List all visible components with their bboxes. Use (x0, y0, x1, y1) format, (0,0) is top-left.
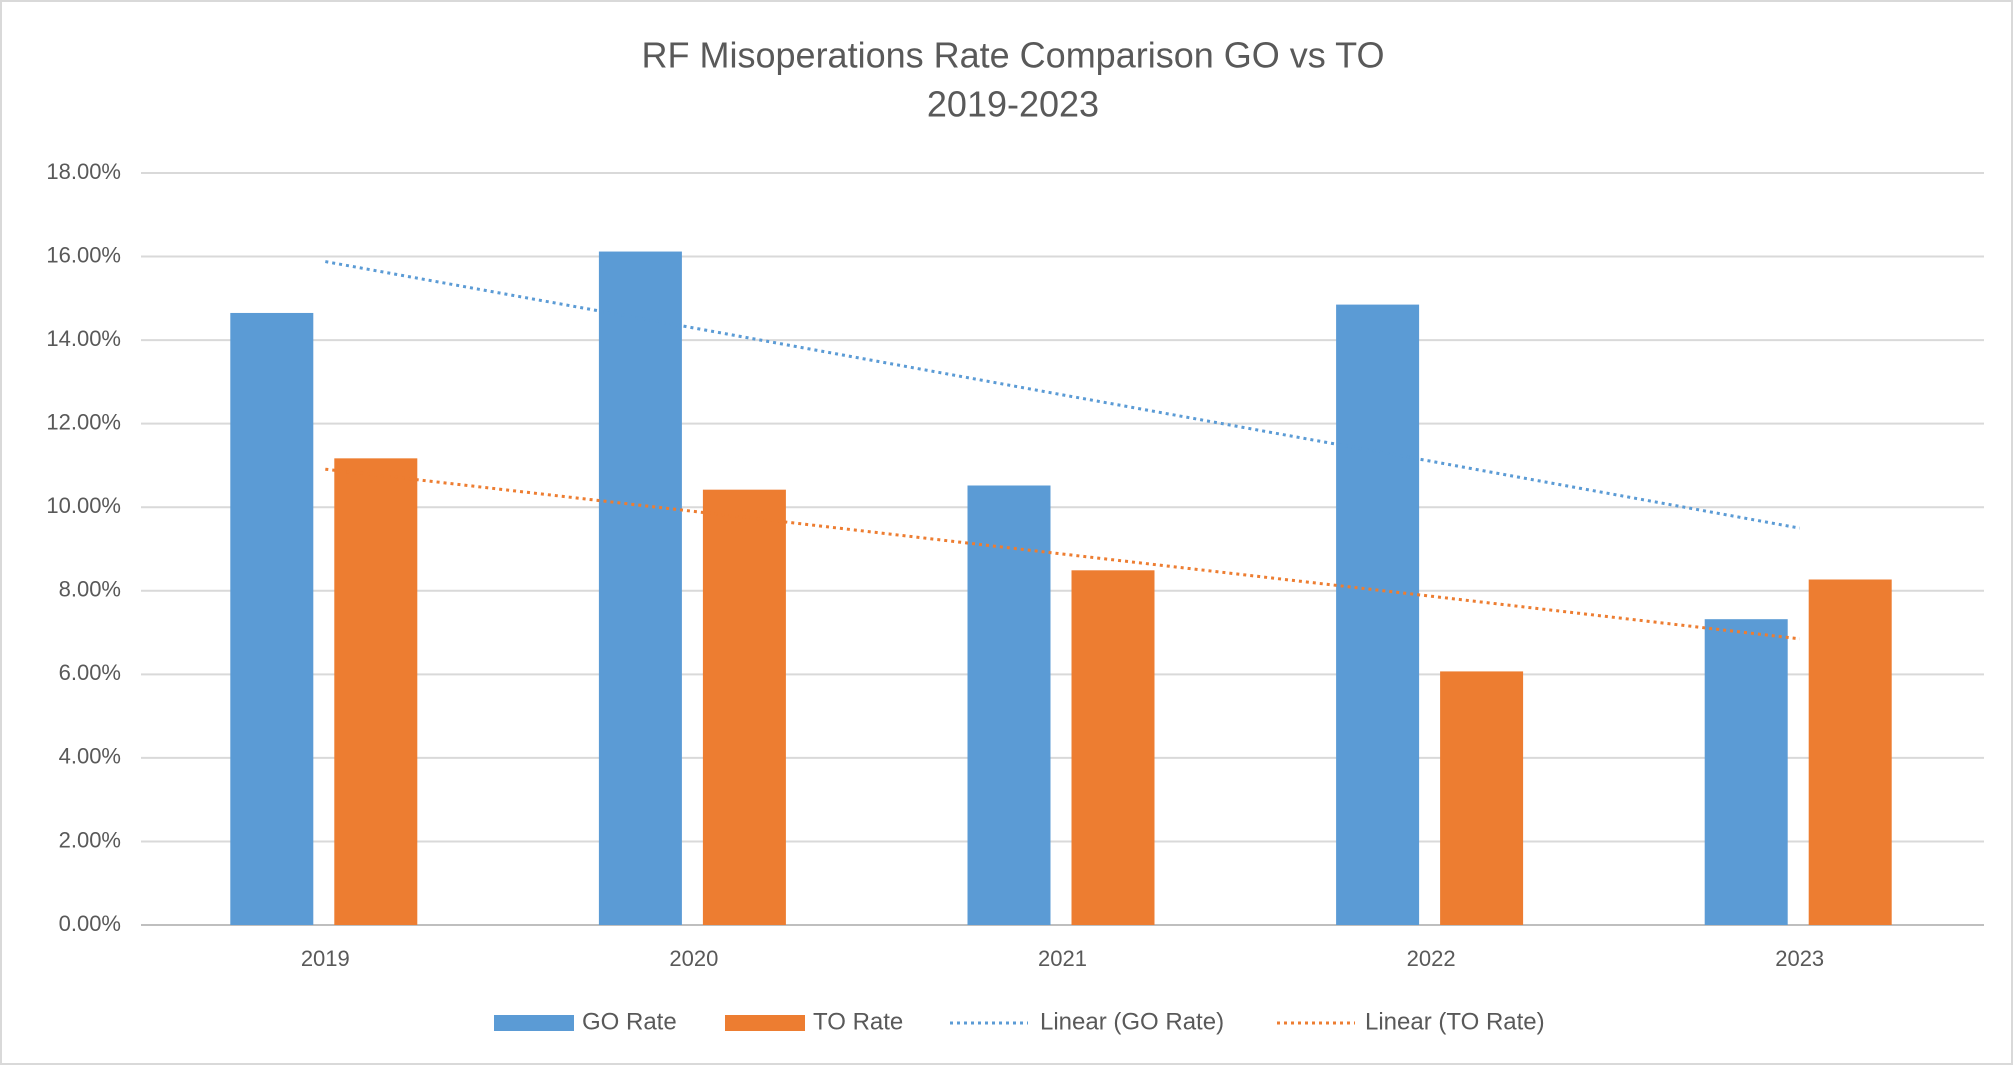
y-tick-label: 10.00% (46, 493, 121, 518)
legend-swatch (494, 1015, 574, 1031)
y-tick-label: 14.00% (46, 326, 121, 351)
legend-label: TO Rate (813, 1008, 903, 1035)
y-tick-label: 12.00% (46, 409, 121, 434)
trend-line (325, 260, 1800, 530)
bar (230, 312, 314, 925)
legend-label: Linear (TO Rate) (1365, 1008, 1545, 1035)
trend-line (325, 467, 1800, 641)
x-tick-label: 2019 (301, 946, 350, 971)
bar (598, 251, 682, 925)
x-tick-label: 2022 (1407, 946, 1456, 971)
chart-title: RF Misoperations Rate Comparison GO vs T… (642, 35, 1385, 76)
bar (702, 489, 786, 925)
x-tick-label: 2020 (669, 946, 718, 971)
legend-swatch (725, 1015, 805, 1031)
bar (967, 485, 1051, 925)
y-tick-label: 2.00% (59, 827, 121, 852)
chart-subtitle: 2019-2023 (927, 84, 1099, 125)
y-tick-label: 16.00% (46, 242, 121, 267)
x-tick-label: 2021 (1038, 946, 1087, 971)
bar (1704, 619, 1788, 925)
legend-label: GO Rate (582, 1008, 677, 1035)
bar (1071, 570, 1155, 925)
bar (1440, 671, 1524, 925)
bar (1808, 579, 1892, 925)
y-tick-label: 6.00% (59, 660, 121, 685)
y-tick-label: 18.00% (46, 159, 121, 184)
legend-label: Linear (GO Rate) (1040, 1008, 1224, 1035)
y-tick-label: 0.00% (59, 911, 121, 936)
bar (334, 458, 418, 925)
x-tick-label: 2023 (1775, 946, 1824, 971)
y-tick-label: 8.00% (59, 577, 121, 602)
bar (1336, 304, 1420, 926)
y-tick-label: 4.00% (59, 744, 121, 769)
